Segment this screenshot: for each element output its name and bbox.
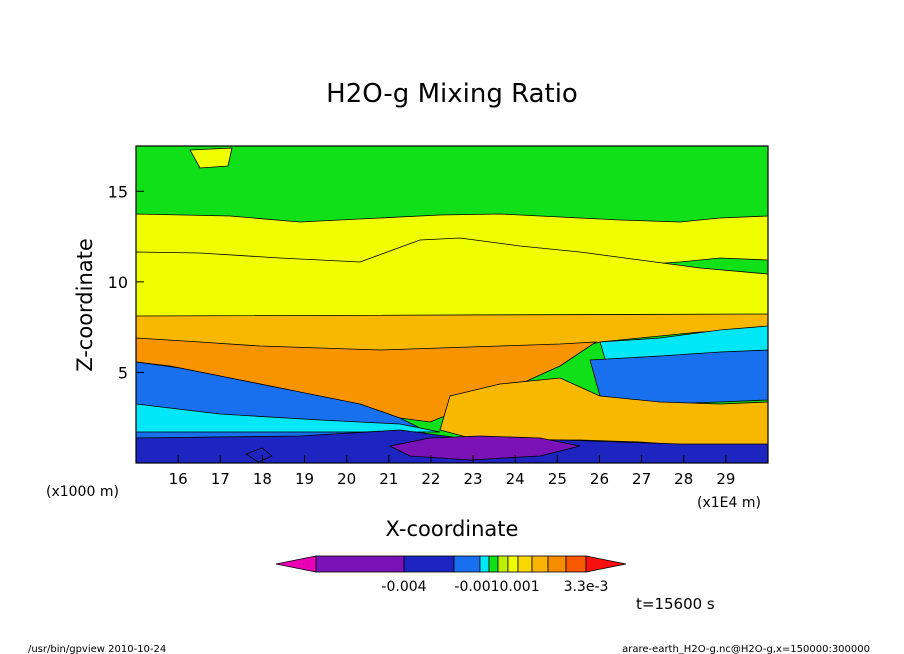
colorbar-arrow-low [275, 555, 317, 573]
colorbar-tick-label: -0.0010.001 [454, 579, 539, 595]
x-tick-label: 27 [632, 470, 651, 488]
colorbar-segment [488, 555, 499, 573]
x-tick-label: 16 [169, 470, 188, 488]
colorbar-segment [565, 555, 587, 573]
y-unit-note: (x1000 m) [46, 484, 119, 500]
colorbar-segment [497, 555, 509, 573]
colorbar-segment [315, 555, 405, 573]
colorbar-segment [517, 555, 533, 573]
y-axis: 5 10 15 [108, 182, 144, 382]
plot-area [135, 145, 769, 464]
colorbar-tick-label: 3.3e-3 [564, 579, 609, 595]
y-tick-label: 15 [108, 182, 128, 201]
colorbar-segment [507, 555, 519, 573]
colorbar-arrow-high [585, 555, 627, 573]
x-tick-label: 22 [421, 470, 440, 488]
x-tick-label: 26 [590, 470, 609, 488]
contour-cyan-low [136, 403, 441, 433]
contour-blue-right [589, 349, 768, 405]
colorbar-segment [479, 555, 490, 573]
colorbar [275, 555, 627, 573]
footer-right: arare-earth_H2O-g.nc@H2O-g,x=150000:3000… [622, 644, 870, 654]
chart-title: H2O-g Mixing Ratio [326, 79, 578, 109]
x-tick-label: 17 [211, 470, 230, 488]
colorbar-tick-label: -0.004 [381, 579, 426, 595]
x-tick-label: 18 [253, 470, 272, 488]
x-tick-label: 23 [464, 470, 483, 488]
y-tick-label: 10 [108, 273, 128, 292]
contour-purple-small [245, 447, 273, 463]
x-tick-label: 28 [674, 470, 693, 488]
x-tick-label: 21 [379, 470, 398, 488]
x-tick-label: 25 [548, 470, 567, 488]
colorbar-segment [403, 555, 455, 573]
contour-yellow-cap [189, 147, 233, 169]
footer-left: /usr/bin/gpview 2010-10-24 [28, 644, 166, 654]
x-tick-label: 19 [295, 470, 314, 488]
contour-yellow-main [136, 237, 768, 321]
colorbar-segment [531, 555, 549, 573]
x-tick-label: 29 [716, 470, 735, 488]
x-axis-label: X-coordinate [386, 517, 519, 541]
x-tick-label: 20 [337, 470, 356, 488]
y-axis-label: Z-coordinate [73, 238, 97, 372]
colorbar-segment [453, 555, 481, 573]
colorbar-segment [547, 555, 567, 573]
x-axis: 16 17 18 19 20 21 22 23 24 25 26 27 28 29 [169, 455, 735, 488]
x-tick-label: 24 [506, 470, 525, 488]
contour-purple [388, 435, 581, 461]
y-tick-label: 5 [118, 363, 128, 382]
plot-frame [135, 145, 769, 464]
x-unit-note: (x1E4 m) [697, 495, 761, 511]
time-label: t=15600 s [636, 595, 715, 613]
